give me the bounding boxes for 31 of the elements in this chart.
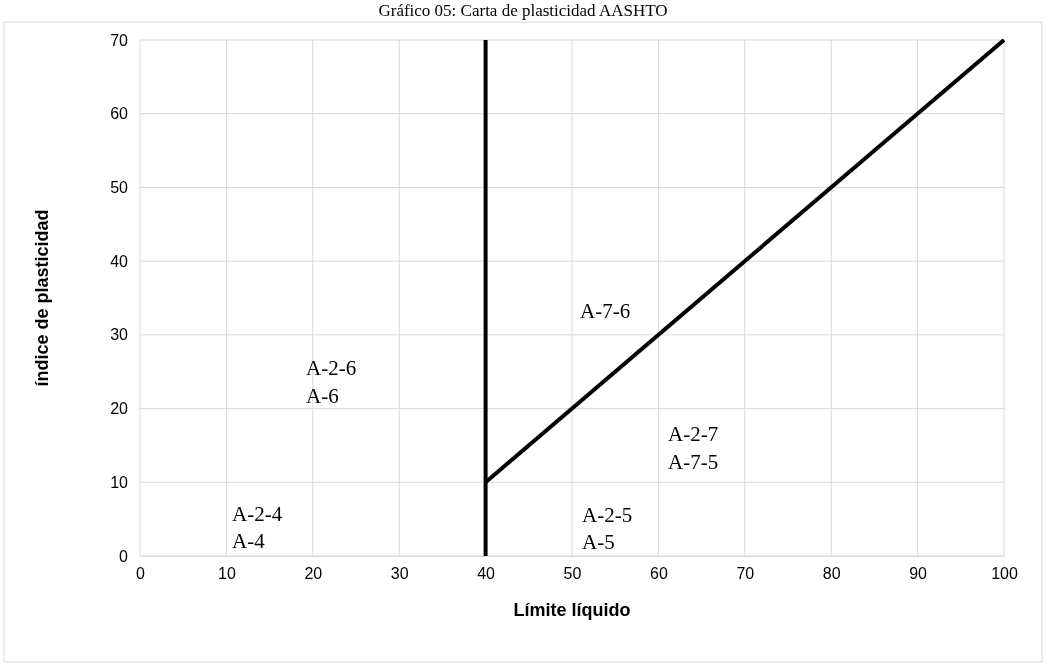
x-tick-label: 0 [136, 565, 146, 583]
y-tick-label: 50 [110, 179, 129, 197]
annotation: A-6 [306, 384, 339, 408]
y-tick-label: 10 [110, 473, 129, 491]
annotation: A-7-6 [580, 299, 631, 323]
x-tick-label: 50 [563, 565, 582, 583]
annotation: A-2-5 [582, 503, 633, 527]
x-tick-label: 10 [218, 565, 236, 583]
x-tick-label: 70 [736, 565, 755, 583]
y-tick-label: 40 [110, 252, 129, 270]
y-tick-label: 20 [110, 400, 129, 418]
y-axis-title: índice de plasticidad [32, 209, 52, 387]
x-tick-label: 40 [477, 565, 496, 583]
chart-title: Gráfico 05: Carta de plasticidad AASHTO [378, 1, 668, 20]
y-tick-label: 70 [110, 31, 129, 49]
y-tick-label: 30 [110, 326, 129, 344]
annotation: A-2-4 [232, 502, 283, 526]
annotation: A-7-5 [668, 450, 719, 474]
x-tick-label: 100 [991, 565, 1018, 583]
x-tick-label: 60 [650, 565, 668, 583]
x-tick-label: 80 [822, 565, 841, 583]
x-axis-title: Límite líquido [513, 600, 631, 620]
annotation: A-2-7 [668, 422, 719, 446]
annotation: A-5 [582, 530, 615, 554]
x-tick-label: 30 [390, 565, 409, 583]
x-tick-label: 90 [909, 565, 928, 583]
y-tick-label: 60 [110, 105, 129, 123]
y-tick-label: 0 [119, 547, 129, 565]
annotation: A-4 [232, 529, 266, 553]
annotation: A-2-6 [306, 356, 357, 380]
x-tick-label: 20 [304, 565, 323, 583]
